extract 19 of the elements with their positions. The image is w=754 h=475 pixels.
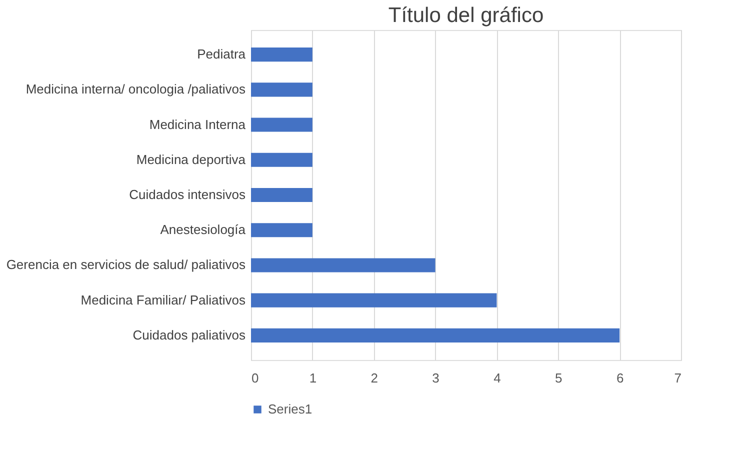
y-tick-label: Medicina interna/ oncologia /paliativos: [26, 82, 246, 97]
x-tick-label: 2: [370, 370, 378, 386]
x-tick-label: 6: [616, 370, 624, 386]
legend-label: Series1: [268, 402, 312, 416]
x-tick-label: 4: [494, 370, 501, 386]
x-tick-label: 7: [674, 370, 682, 386]
y-tick-label: Cuidados intensivos: [129, 187, 246, 202]
y-tick-label: Pediatra: [197, 46, 246, 62]
y-tick-label: Anestesiología: [160, 222, 246, 238]
y-tick-label: Medicina Interna: [149, 116, 246, 132]
x-tick-label: 1: [309, 370, 317, 386]
y-tick-label: Cuidados paliativos: [132, 327, 246, 342]
x-tick-label: 3: [432, 370, 440, 386]
chart-title: Título del gráfico: [388, 4, 544, 27]
y-tick-label: Gerencia en servicios de salud/ paliativos: [6, 257, 246, 272]
x-tick-label: 0: [252, 370, 259, 386]
y-tick-label: Medicina deportiva: [136, 152, 246, 167]
y-tick-label: Medicina Familiar/ Paliativos: [80, 292, 246, 308]
x-tick-label: 5: [555, 370, 562, 386]
